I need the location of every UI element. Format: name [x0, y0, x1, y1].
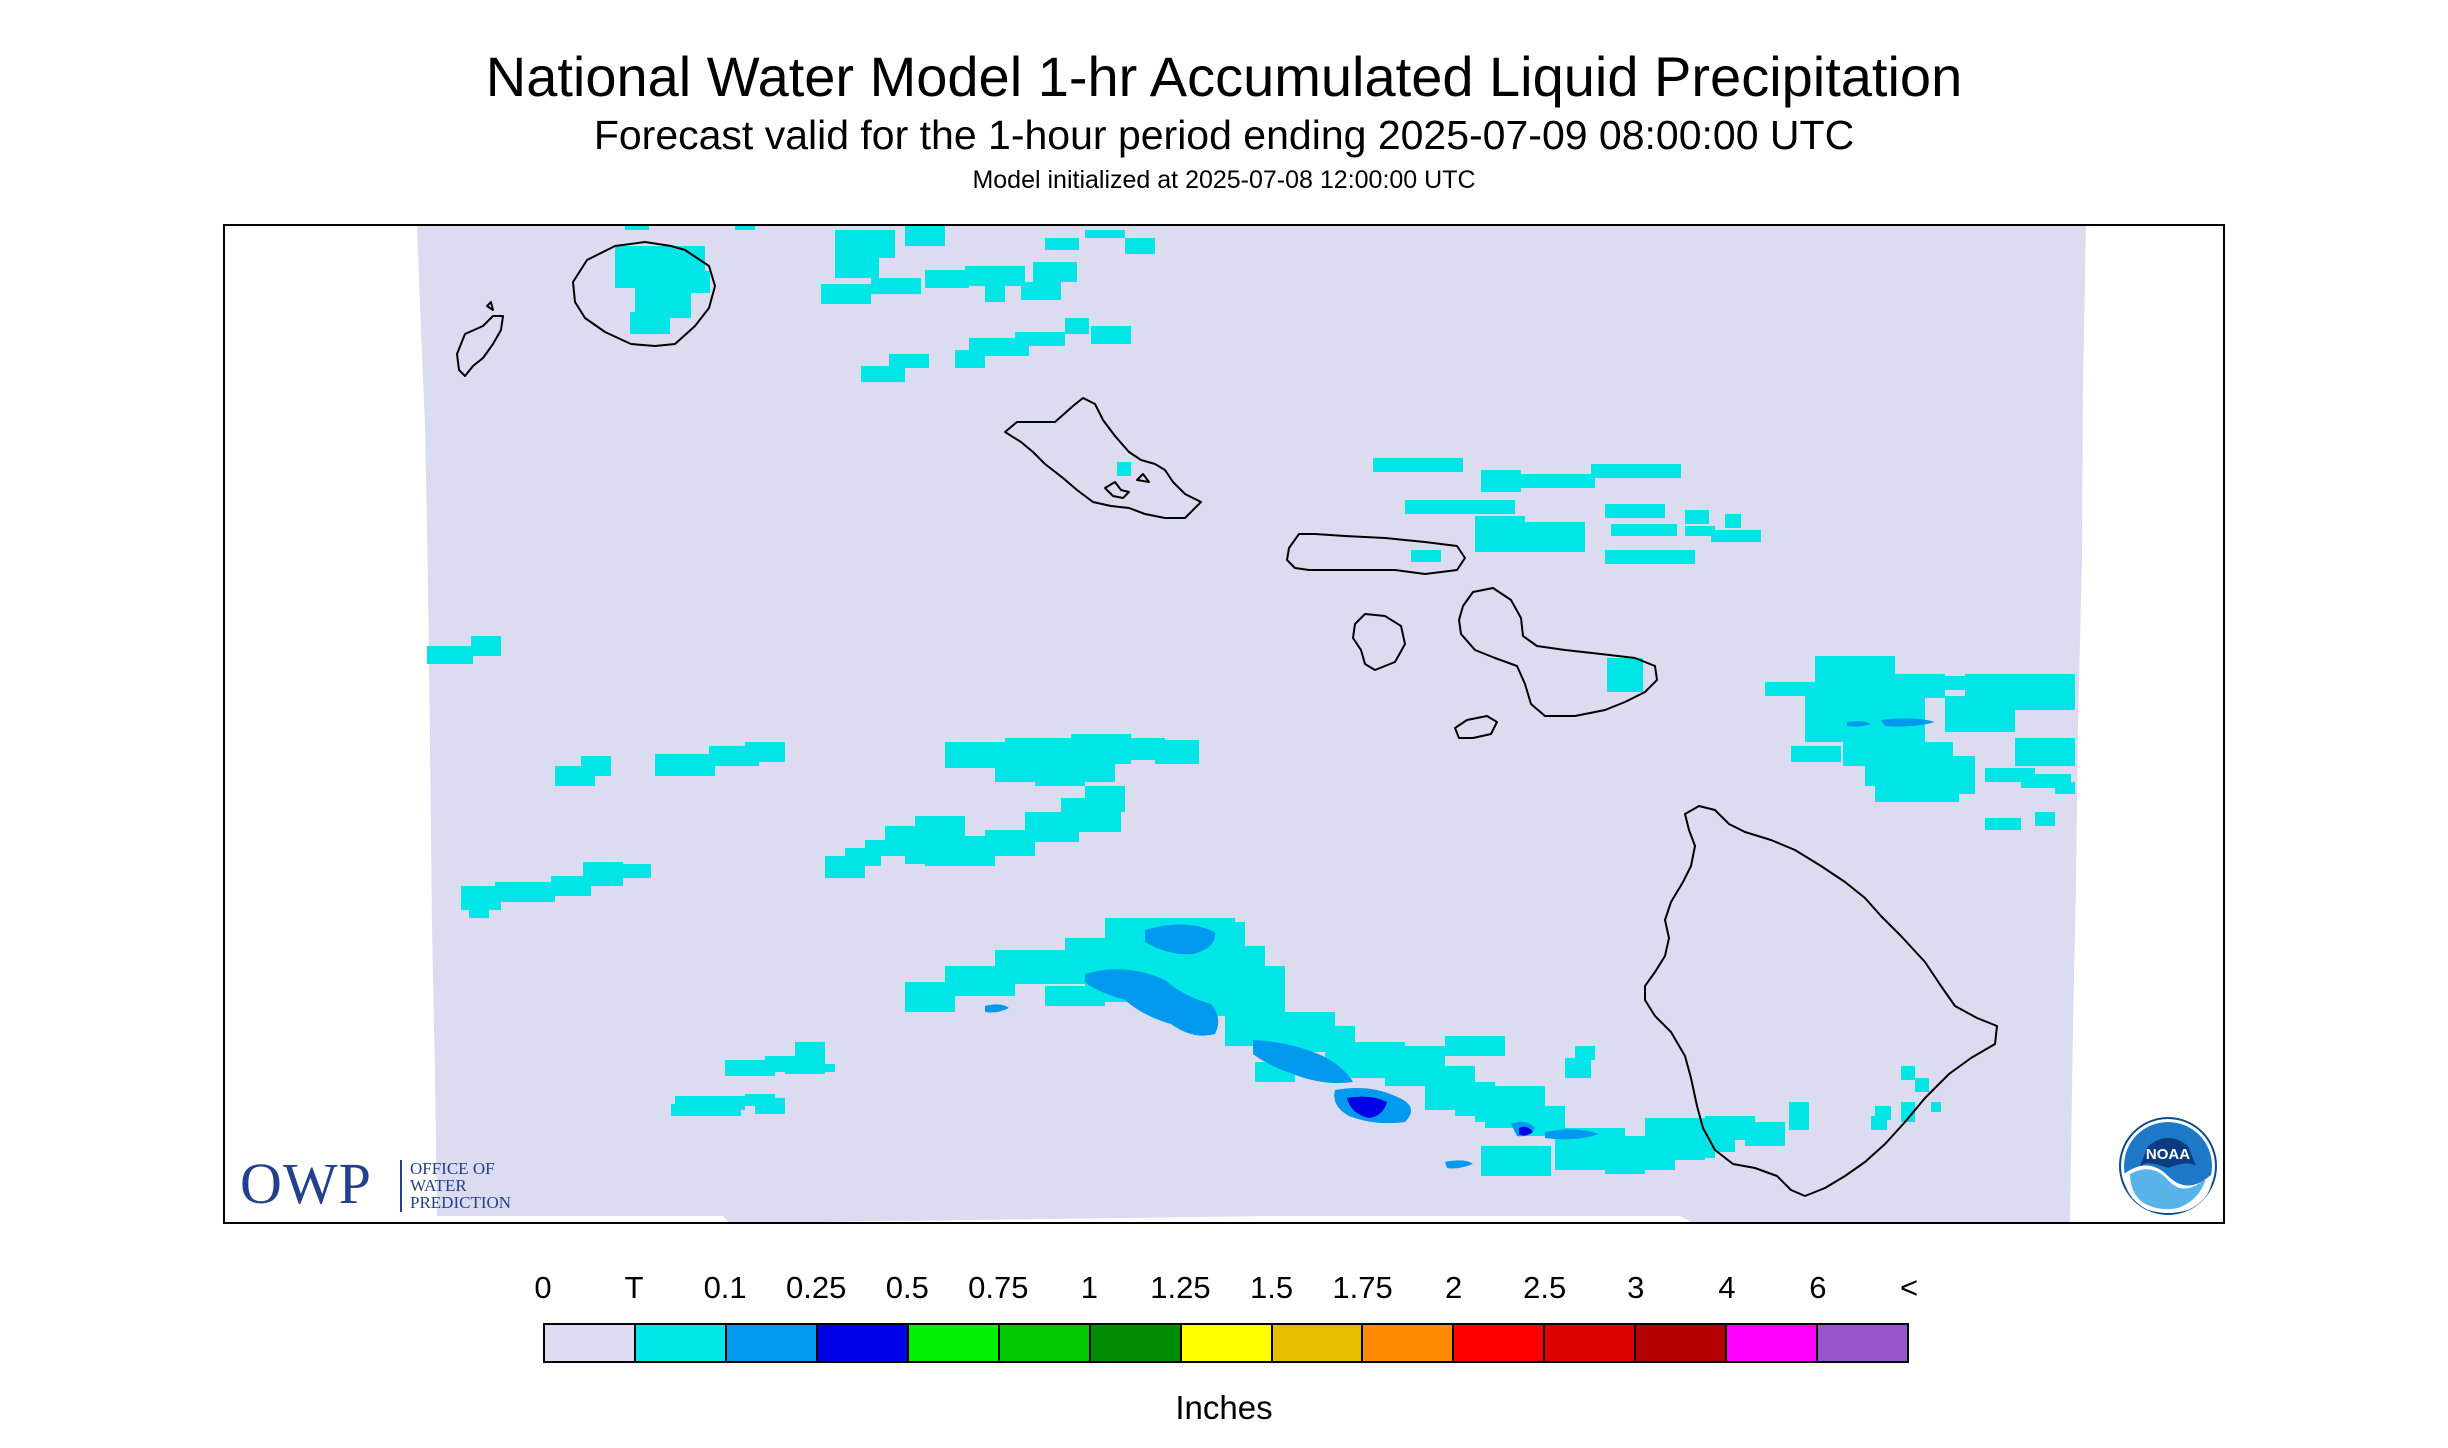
kauai-island — [572, 241, 716, 347]
owp-line-2: WATER — [410, 1176, 467, 1195]
noaa-logo-icon: NOAA — [2118, 1116, 2218, 1216]
hawaii-island — [1644, 805, 1998, 1197]
legend-swatch — [545, 1325, 636, 1361]
owp-line-3: PREDICTION — [410, 1193, 512, 1212]
legend-label: 4 — [1718, 1270, 1736, 1305]
niihau-island — [456, 315, 504, 377]
owp-full-name: OFFICE OF WATER PREDICTION — [410, 1160, 511, 1211]
legend-labels: 0 T 0.1 0.25 0.5 0.75 1 1.25 1.5 1.75 2 2.5 3 4 6 < — [0, 1268, 2448, 1308]
lanai-island — [1352, 613, 1406, 671]
owp-separator — [400, 1160, 402, 1212]
legend-swatch — [1545, 1325, 1637, 1361]
coastlines — [456, 241, 1998, 1197]
legend-label: 1.25 — [1150, 1270, 1211, 1305]
legend-swatch — [1636, 1325, 1728, 1361]
legend-label: 6 — [1809, 1270, 1827, 1305]
legend-swatch — [999, 1325, 1091, 1361]
legend-color-bar — [543, 1323, 1909, 1363]
maui-island — [1458, 587, 1658, 717]
owp-line-1: OFFICE OF — [410, 1159, 495, 1178]
legend-label: 0.25 — [786, 1270, 847, 1305]
legend-label: 2 — [1445, 1270, 1463, 1305]
forecast-valid-subtitle: Forecast valid for the 1-hour period end… — [593, 112, 1855, 158]
legend-label: 3 — [1627, 1270, 1645, 1305]
noaa-emblem: NOAA — [2119, 1117, 2217, 1215]
legend-swatch — [1363, 1325, 1455, 1361]
legend-label: 0.1 — [703, 1270, 747, 1305]
legend-swatch — [1727, 1325, 1819, 1361]
precip-moderate-areas — [1347, 1096, 1533, 1136]
legend-label: 1 — [1080, 1270, 1099, 1305]
model-init-text: Model initialized at 2025-07-08 12:00:00… — [972, 166, 1476, 194]
legend-swatch — [635, 1325, 727, 1361]
legend-swatch — [1818, 1325, 1908, 1361]
legend-label: 0 — [534, 1270, 552, 1305]
legend-label: 2.5 — [1523, 1270, 1567, 1305]
legend-units: Inches — [1175, 1389, 1273, 1426]
legend-swatch — [1090, 1325, 1182, 1361]
kahoolawe-island — [1454, 715, 1498, 739]
legend-swatch — [1454, 1325, 1546, 1361]
legend-swatch — [1181, 1325, 1273, 1361]
molokai-island — [1286, 533, 1466, 575]
precipitation-map — [223, 224, 2225, 1224]
legend-swatch — [908, 1325, 1000, 1361]
legend-swatch — [1272, 1325, 1364, 1361]
legend-swatch — [817, 1325, 909, 1361]
legend-label: 0.5 — [885, 1270, 929, 1305]
legend-label: < — [1899, 1270, 1919, 1305]
noaa-logo-text: NOAA — [2146, 1146, 2190, 1163]
legend-swatch — [726, 1325, 818, 1361]
map-canvas — [417, 226, 2086, 1222]
map-title: National Water Model 1-hr Accumulated Li… — [485, 45, 1963, 108]
legend-label: T — [624, 1270, 644, 1305]
precip-trace-areas — [427, 226, 2075, 1176]
legend-label: 1.75 — [1332, 1270, 1393, 1305]
oahu-island — [1004, 397, 1202, 519]
legend-label: 0.75 — [968, 1270, 1029, 1305]
owp-abbreviation: OWP — [240, 1151, 372, 1216]
legend-label: 1.5 — [1249, 1270, 1294, 1305]
